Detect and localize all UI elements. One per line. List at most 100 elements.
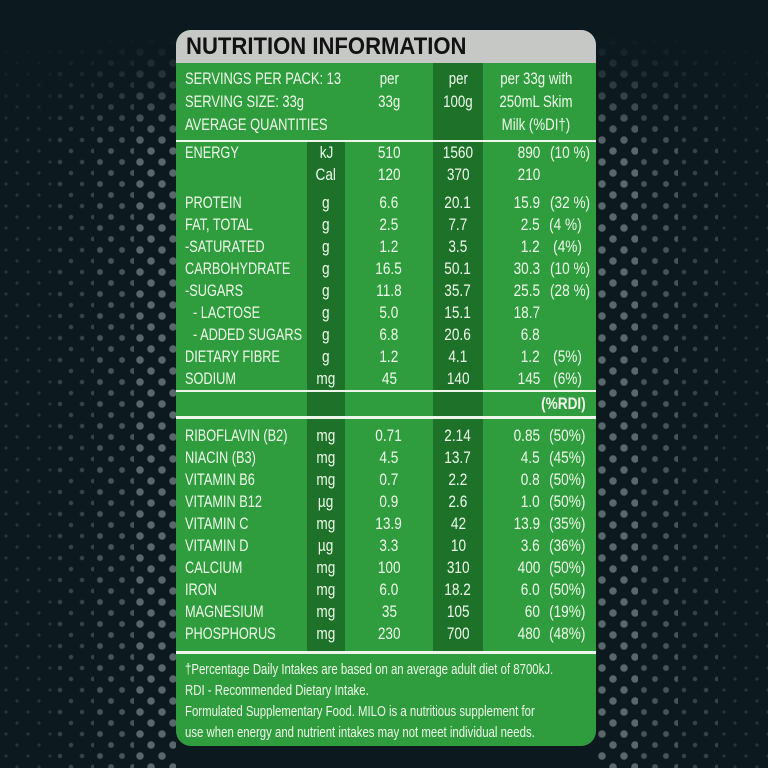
per-100g-value: 13.7 (444, 448, 472, 467)
milk-percent: (50%) (549, 492, 586, 511)
unit-cell: mg (316, 514, 336, 533)
per-100g-value: 20.1 (444, 193, 472, 212)
per-100g-value: 42 (450, 514, 466, 533)
dot-pattern-left (0, 0, 176, 768)
per-33g-value: 11.8 (376, 281, 402, 300)
per-33g-value: 13.9 (375, 514, 403, 533)
milk-value: 4.5 (521, 448, 540, 467)
per-100g-value: 2.14 (444, 426, 472, 445)
col-header-with-milk: per 33g with 250mL Skim Milk (%DI†) (483, 67, 589, 136)
milk-percent: (36%) (549, 536, 586, 555)
divider (176, 140, 596, 142)
unit-cell: mg (316, 624, 336, 643)
per-100g-value: 310 (446, 558, 470, 577)
milk-value: 0.8 (521, 470, 540, 489)
per-33g-value: 0.71 (375, 426, 403, 445)
footnote-line: †Percentage Daily Intakes are based on a… (185, 661, 554, 678)
table-row: VITAMIN B12 µg 0.9 2.6 1.0 (50%) (176, 491, 596, 513)
rdi-band: (%RDI) (176, 392, 596, 416)
nutrient-name: IRON (185, 580, 217, 599)
unit-cell: g (322, 281, 330, 300)
unit-cell: mg (316, 558, 336, 577)
milk-value: 6.0 (521, 580, 540, 599)
dot-pattern-right (596, 0, 768, 768)
milk-value: 13.9 (513, 514, 540, 533)
unit-cell: mg (316, 580, 336, 599)
per-100g-value: 50.1 (444, 259, 472, 278)
milk-value: 30.3 (513, 259, 540, 278)
milk-value: 400 (517, 558, 540, 577)
rdi-label: (%RDI) (541, 394, 586, 413)
milk-value: 3.6 (521, 536, 540, 555)
unit-cell: g (322, 237, 330, 256)
per-33g-value: 1.2 (379, 237, 399, 256)
unit-cell: mg (316, 426, 336, 445)
nutrient-name: FAT, TOTAL (185, 215, 253, 234)
milk-percent: (35%) (549, 514, 586, 533)
milk-percent: (50%) (549, 426, 586, 445)
nutrient-name: RIBOFLAVIN (B2) (185, 426, 288, 445)
table-row: CALCIUM mg 100 310 400 (50%) (176, 557, 596, 579)
per-100g-value: 700 (446, 624, 470, 643)
footnote-line: RDI - Recommended Dietary Intake. (185, 682, 369, 699)
milk-percent: (32 %) (550, 193, 591, 212)
table-row: -SATURATED g 1.2 3.5 1.2 (4%) (176, 236, 596, 258)
table-row: -SUGARS g 11.8 35.7 25.5 (28 %) (176, 280, 596, 302)
divider (176, 416, 596, 419)
per-100g-value: 4.1 (448, 347, 468, 366)
table-row: VITAMIN D µg 3.3 10 3.6 (36%) (176, 535, 596, 557)
macronutrient-table: ENERGY kJ 510 1560 890 (10 %) Cal 120 370 210 PROT… (176, 142, 596, 390)
unit-cell: g (322, 347, 330, 366)
milk-percent: (19%) (549, 602, 586, 621)
col-header-per-33g: per 33g (345, 67, 433, 113)
table-row: VITAMIN C mg 13.9 42 13.9 (35%) (176, 513, 596, 535)
unit-cell: g (322, 193, 330, 212)
per-100g-value: 140 (446, 369, 470, 388)
milk-value: 25.5 (513, 281, 540, 300)
footnotes: †Percentage Daily Intakes are based on a… (176, 654, 596, 743)
per-100g-value: 20.6 (444, 325, 472, 344)
nutrient-name: ENERGY (185, 143, 239, 162)
nutrient-name: NIACIN (B3) (185, 448, 256, 467)
divider (176, 390, 596, 392)
col-header-per-100g: per 100g (433, 67, 483, 113)
nutrient-name: VITAMIN B6 (185, 470, 255, 489)
col-header-text: 250mL Skim (499, 92, 573, 111)
nutrient-name: VITAMIN D (185, 536, 249, 555)
per-33g-value: 120 (377, 165, 401, 184)
col-header-text: per (379, 69, 399, 88)
serving-size: SERVING SIZE: 33g (185, 92, 304, 111)
milk-value: 15.9 (513, 193, 540, 212)
unit-cell: mg (316, 470, 336, 489)
table-row: PHOSPHORUS mg 230 700 480 (48%) (176, 623, 596, 645)
table-header: SERVINGS PER PACK: 13 SERVING SIZE: 33g … (176, 63, 596, 140)
table-row: - LACTOSE g 5.0 15.1 18.7 (176, 302, 596, 324)
unit-cell: Cal (315, 165, 337, 184)
dot-fade (0, 0, 176, 150)
table-row: ENERGY kJ 510 1560 890 (10 %) (176, 142, 596, 164)
milk-value: 210 (517, 165, 540, 184)
average-quantities: AVERAGE QUANTITIES (185, 115, 328, 134)
milk-value: 0.85 (513, 426, 540, 445)
per-33g-value: 6.6 (379, 193, 399, 212)
milk-value: 1.0 (521, 492, 540, 511)
per-33g-value: 510 (377, 143, 401, 162)
per-33g-value: 5.0 (379, 303, 399, 322)
panel-title: NUTRITION INFORMATION (186, 32, 467, 60)
table-row: IRON mg 6.0 18.2 6.0 (50%) (176, 579, 596, 601)
col-header-text: Milk (%DI†) (501, 115, 571, 134)
unit-cell: mg (316, 602, 336, 621)
nutrient-name: CARBOHYDRATE (185, 259, 291, 278)
per-33g-value: 230 (377, 624, 401, 643)
milk-percent: (6%) (553, 369, 582, 388)
nutrient-name: CALCIUM (185, 558, 243, 577)
per-33g-value: 45 (381, 369, 397, 388)
dot-fade (596, 0, 768, 150)
per-33g-value: 3.3 (379, 536, 399, 555)
table-row: VITAMIN B6 mg 0.7 2.2 0.8 (50%) (176, 469, 596, 491)
table-row: NIACIN (B3) mg 4.5 13.7 4.5 (45%) (176, 447, 596, 469)
per-100g-value: 7.7 (448, 215, 468, 234)
per-33g-value: 2.5 (379, 215, 399, 234)
table-row: CARBOHYDRATE g 16.5 50.1 30.3 (10 %) (176, 258, 596, 280)
milk-value: 6.8 (521, 325, 540, 344)
